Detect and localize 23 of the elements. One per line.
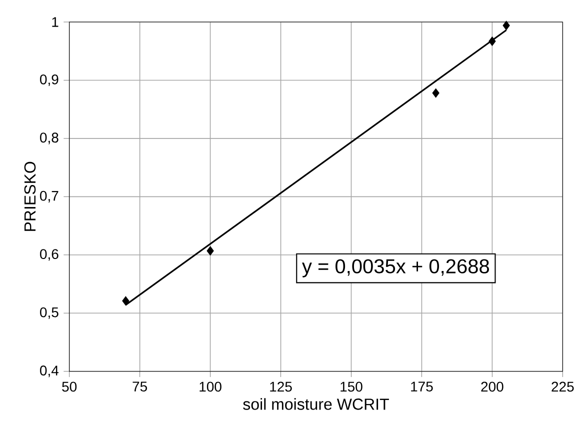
y-axis-title: PRIESKO [24, 162, 36, 231]
point [502, 20, 510, 30]
point [432, 88, 440, 98]
x-tick-label: 75 [132, 382, 147, 392]
y-tick-label: 0,4 [40, 366, 59, 378]
x-tick-label: 225 [552, 382, 574, 392]
x-tick-label: 150 [340, 382, 362, 392]
y-tick-label: 0,6 [40, 249, 58, 261]
y-tick-label: 0,5 [40, 307, 58, 319]
y-tick-label: 0,8 [40, 132, 58, 144]
y-tick-label: 0,7 [40, 190, 58, 202]
point [122, 296, 130, 306]
x-tick-label: 200 [481, 382, 504, 392]
x-axis-title: soil moisture WCRIT [243, 398, 389, 410]
x-tick-label: 125 [270, 382, 292, 392]
x-tick-label: 175 [411, 382, 433, 392]
y-tick-label: 1 [52, 17, 58, 27]
annotation: y = 0,0035x + 0,2688 [302, 259, 489, 278]
x-tick-label: 50 [62, 382, 77, 392]
y-tick-label: 0,9 [40, 74, 58, 86]
x-tick-label: 100 [200, 382, 222, 392]
point [488, 36, 496, 46]
point [206, 246, 214, 256]
